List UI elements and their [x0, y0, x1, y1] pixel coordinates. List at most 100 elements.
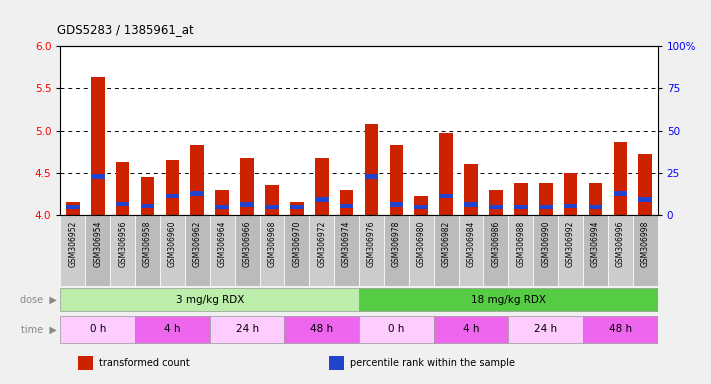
- Bar: [439, 194, 453, 198]
- Bar: [415, 197, 428, 215]
- Bar: [539, 205, 552, 209]
- Bar: [583, 215, 608, 286]
- Bar: [141, 177, 154, 215]
- Bar: [141, 204, 154, 208]
- Bar: [514, 183, 528, 215]
- Bar: [315, 159, 328, 215]
- Bar: [409, 215, 434, 286]
- Text: GSM306984: GSM306984: [466, 221, 476, 267]
- Bar: [459, 215, 483, 286]
- Bar: [539, 183, 552, 215]
- Bar: [614, 142, 627, 215]
- Bar: [340, 204, 353, 208]
- Text: GSM306996: GSM306996: [616, 221, 625, 267]
- Bar: [116, 202, 129, 206]
- Text: time  ▶: time ▶: [21, 324, 57, 334]
- Bar: [464, 164, 478, 215]
- Bar: [265, 205, 279, 209]
- Text: GSM306958: GSM306958: [143, 221, 152, 267]
- Text: 0 h: 0 h: [388, 324, 405, 334]
- Bar: [514, 205, 528, 209]
- Bar: [110, 215, 135, 286]
- Text: GSM306990: GSM306990: [541, 221, 550, 267]
- Bar: [583, 316, 658, 343]
- Bar: [135, 316, 210, 343]
- Text: GSM306960: GSM306960: [168, 221, 177, 267]
- Text: 4 h: 4 h: [463, 324, 479, 334]
- Bar: [91, 174, 105, 179]
- Bar: [390, 202, 403, 207]
- Bar: [315, 197, 328, 202]
- Bar: [365, 124, 378, 215]
- Bar: [60, 316, 135, 343]
- Bar: [589, 183, 602, 215]
- Bar: [589, 205, 602, 209]
- Bar: [135, 215, 160, 286]
- Text: 4 h: 4 h: [164, 324, 181, 334]
- Text: 24 h: 24 h: [534, 324, 557, 334]
- Bar: [329, 356, 344, 369]
- Text: GSM306978: GSM306978: [392, 221, 401, 267]
- Bar: [558, 215, 583, 286]
- Text: GSM306982: GSM306982: [442, 221, 451, 267]
- Bar: [260, 215, 284, 286]
- Text: GSM306998: GSM306998: [641, 221, 650, 267]
- Bar: [185, 215, 210, 286]
- Bar: [166, 194, 179, 198]
- Bar: [464, 202, 478, 207]
- Bar: [160, 215, 185, 286]
- Text: percentile rank within the sample: percentile rank within the sample: [350, 358, 515, 368]
- Text: GSM306962: GSM306962: [193, 221, 202, 267]
- Bar: [309, 215, 334, 286]
- Bar: [284, 316, 359, 343]
- Bar: [60, 288, 359, 311]
- Bar: [564, 173, 577, 215]
- Text: 3 mg/kg RDX: 3 mg/kg RDX: [176, 295, 244, 305]
- Bar: [66, 205, 80, 209]
- Bar: [235, 215, 260, 286]
- Text: 48 h: 48 h: [609, 324, 632, 334]
- Bar: [638, 197, 652, 202]
- Text: GSM306974: GSM306974: [342, 221, 351, 267]
- Bar: [191, 191, 204, 195]
- Bar: [334, 215, 359, 286]
- Bar: [359, 215, 384, 286]
- Bar: [215, 205, 229, 209]
- Bar: [434, 215, 459, 286]
- Bar: [78, 356, 93, 369]
- Bar: [240, 159, 254, 215]
- Text: 24 h: 24 h: [235, 324, 259, 334]
- Text: GSM306954: GSM306954: [93, 221, 102, 267]
- Text: dose  ▶: dose ▶: [20, 295, 57, 305]
- Text: 48 h: 48 h: [310, 324, 333, 334]
- Text: GSM306986: GSM306986: [491, 221, 501, 267]
- Bar: [415, 205, 428, 209]
- Bar: [210, 316, 284, 343]
- Bar: [116, 162, 129, 215]
- Text: GSM306970: GSM306970: [292, 221, 301, 267]
- Text: GSM306988: GSM306988: [516, 221, 525, 267]
- Bar: [91, 77, 105, 215]
- Bar: [508, 316, 583, 343]
- Bar: [210, 215, 235, 286]
- Text: GSM306952: GSM306952: [68, 221, 77, 267]
- Text: GSM306976: GSM306976: [367, 221, 376, 267]
- Bar: [638, 154, 652, 215]
- Text: GDS5283 / 1385961_at: GDS5283 / 1385961_at: [57, 23, 193, 36]
- Text: 0 h: 0 h: [90, 324, 106, 334]
- Bar: [390, 145, 403, 215]
- Text: 18 mg/kg RDX: 18 mg/kg RDX: [471, 295, 546, 305]
- Bar: [166, 160, 179, 215]
- Bar: [614, 191, 627, 195]
- Bar: [633, 215, 658, 286]
- Text: GSM306966: GSM306966: [242, 221, 252, 267]
- Bar: [85, 215, 110, 286]
- Bar: [359, 316, 434, 343]
- Bar: [564, 204, 577, 208]
- Bar: [439, 133, 453, 215]
- Text: GSM306968: GSM306968: [267, 221, 277, 267]
- Bar: [191, 145, 204, 215]
- Text: GSM306956: GSM306956: [118, 221, 127, 267]
- Bar: [265, 185, 279, 215]
- Bar: [483, 215, 508, 286]
